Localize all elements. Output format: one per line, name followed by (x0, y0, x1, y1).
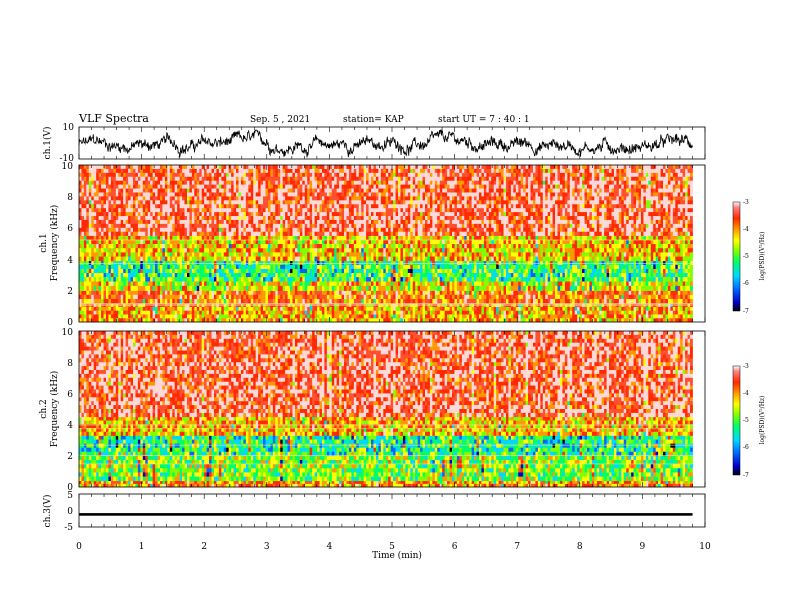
ch1-ytick-8: 8 (67, 193, 73, 203)
ch3-ytick-5: 5 (67, 491, 73, 501)
ch2-ylabel-frequency: Frequency (kHz) (49, 371, 60, 448)
ch1-cbtick-4: -4 (743, 226, 749, 233)
ch1-cbtick-3: -3 (743, 199, 749, 206)
ch1-ytick-2: 2 (67, 287, 73, 297)
ch2-cbtick-6: -6 (743, 444, 749, 451)
ch2-ytick-0: 0 (67, 483, 73, 493)
ch3-waveform-trace (79, 513, 693, 516)
ch1-ytick-bottom: -10 (60, 154, 75, 164)
x-tick-label: 6 (452, 542, 458, 552)
ch2-spectrogram-image (79, 331, 693, 488)
ch1-ytick-4: 4 (67, 256, 73, 266)
figure-title: VLF Spectra (78, 112, 149, 125)
ch2-colorbar: -3 -4 -5 -6 -7 log(PSD)(V²/Hz) (732, 363, 766, 479)
x-tick-label: 9 (640, 542, 646, 552)
ch2-ytick-4: 4 (67, 421, 73, 431)
ch2-spectrogram-ticks (78, 331, 706, 487)
ch1-waveform-ticks (78, 127, 706, 159)
ch1-ytick-top: 10 (63, 123, 75, 133)
ch1-spectrogram-image (79, 165, 693, 323)
ch2-cbtick-4: -4 (743, 390, 749, 397)
ch1-colorbar: -3 -4 -5 -6 -7 log(PSD)(V²/Hz) (732, 199, 766, 315)
x-tick-label: 2 (201, 542, 207, 552)
time-axis-label: Time (min) (372, 550, 422, 561)
ch1-ytick-6: 6 (67, 224, 73, 234)
time-axis: 0 1 2 3 4 5 6 7 8 9 10 (76, 542, 711, 552)
x-tick-label: 0 (76, 542, 82, 552)
x-tick-label: 3 (264, 542, 270, 552)
x-tick-label: 4 (327, 542, 333, 552)
ch2-ytick-10: 10 (62, 328, 74, 338)
ch2-ytick-2: 2 (67, 452, 73, 462)
ch1-ytick-10: 10 (62, 162, 74, 172)
ch1-ylabel-frequency: Frequency (kHz) (49, 205, 60, 282)
ch2-ytick-6: 6 (67, 390, 73, 400)
date-label: Sep. 5 , 2021 (250, 115, 310, 125)
ch1-waveform-trace (78, 128, 693, 158)
ch1-colorbar-label: log(PSD)(V²/Hz) (759, 232, 766, 281)
ch2-cbtick-7: -7 (743, 472, 749, 479)
ch2-ytick-8: 8 (67, 359, 73, 369)
spectrogram-band-cells (79, 165, 693, 323)
ch3-ytick-neg5: -5 (64, 523, 73, 533)
ch1-waveform-panel: 10 -10 ch.1(V) (42, 123, 706, 164)
ch2-cbtick-5: -5 (743, 417, 749, 424)
ch3-ylabel: ch.3(V) (42, 495, 53, 528)
spectrogram-band-cells (79, 331, 693, 488)
x-tick-label: 1 (139, 542, 145, 552)
ch1-ytick-0: 0 (67, 318, 73, 328)
ch1-spectrogram-panel: 0 2 4 6 8 10 ch.1 Frequency (kHz) (39, 162, 706, 328)
ch3-waveform-panel: 5 0 -5 ch.3(V) (42, 491, 706, 533)
station-label: station= KAP (343, 115, 404, 125)
ch3-waveform-ticks (78, 494, 706, 527)
ch3-ytick-0: 0 (67, 507, 73, 517)
ch1-ylabel: ch.1(V) (42, 127, 53, 160)
x-tick-label: 8 (577, 542, 583, 552)
ch1-cbtick-5: -5 (743, 253, 749, 260)
x-tick-label: 7 (514, 542, 520, 552)
ch2-ylabel-channel: ch.2 (39, 399, 49, 418)
ch2-spectrogram-panel: 0 2 4 6 8 10 ch.2 Frequency (kHz) (39, 328, 706, 493)
x-tick-label: 10 (699, 542, 711, 552)
ch1-cbtick-7: -7 (743, 308, 749, 315)
ch1-cbtick-6: -6 (743, 280, 749, 287)
x-tick-label: 5 (389, 542, 395, 552)
ch2-colorbar-label: log(PSD)(V²/Hz) (759, 396, 766, 445)
ch1-spectrogram-ticks (78, 165, 706, 322)
start-time-label: start UT = 7 : 40 : 1 (438, 115, 530, 125)
ch2-cbtick-3: -3 (743, 363, 749, 370)
ch1-ylabel-channel: ch.1 (39, 233, 49, 252)
